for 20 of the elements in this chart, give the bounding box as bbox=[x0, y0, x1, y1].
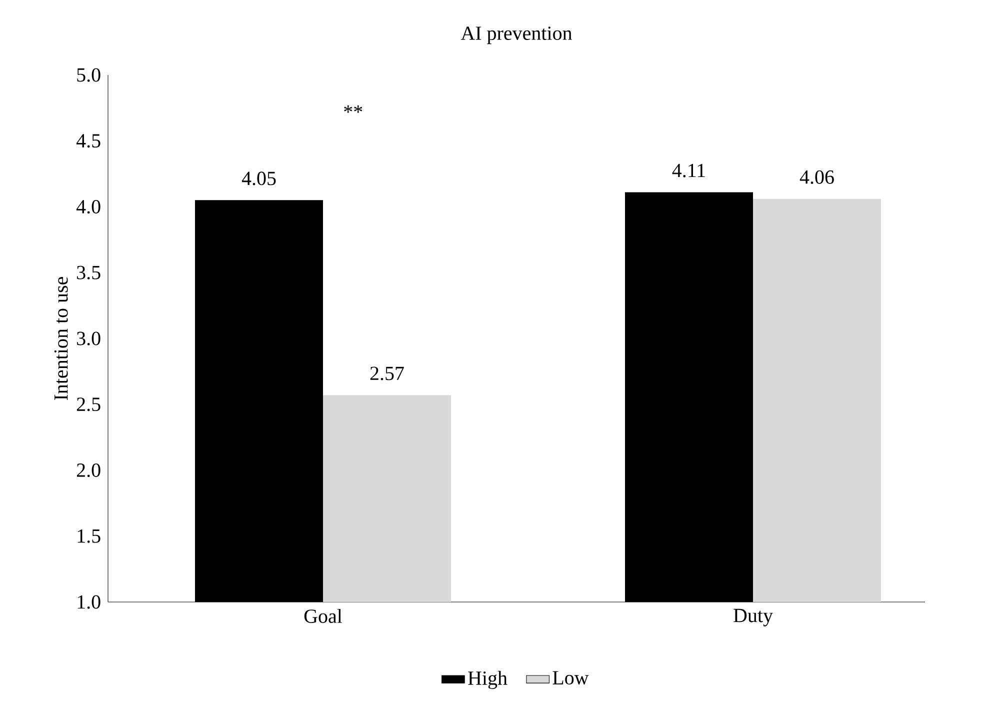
chart-title: AI prevention bbox=[460, 26, 572, 44]
data-label: 2.57 bbox=[370, 366, 404, 380]
data-label: 4.06 bbox=[800, 170, 834, 184]
legend-label: High bbox=[468, 670, 508, 690]
x-tick-label: Duty bbox=[734, 608, 773, 626]
annotation: ** bbox=[344, 105, 362, 113]
data-label: 4.05 bbox=[242, 172, 276, 186]
legend-label: Low bbox=[552, 671, 589, 685]
y-tick-label: 3.5 bbox=[77, 266, 100, 280]
y-tick-label: 1.5 bbox=[78, 529, 100, 543]
data-label: 4.11 bbox=[672, 164, 705, 178]
y-tick-label: 5.0 bbox=[77, 68, 100, 82]
y-tick-label: 1.0 bbox=[78, 595, 100, 609]
y-tick-label: 2.0 bbox=[76, 463, 100, 478]
y-tick-label: 2.5 bbox=[76, 398, 100, 412]
y-tick-label: 4.5 bbox=[76, 134, 100, 148]
y-tick-label: 3.0 bbox=[77, 332, 100, 346]
y-tick-label: 4.0 bbox=[76, 200, 100, 214]
y-axis-title: Intention to use bbox=[54, 276, 68, 400]
x-tick-label: Goal bbox=[304, 608, 342, 623]
